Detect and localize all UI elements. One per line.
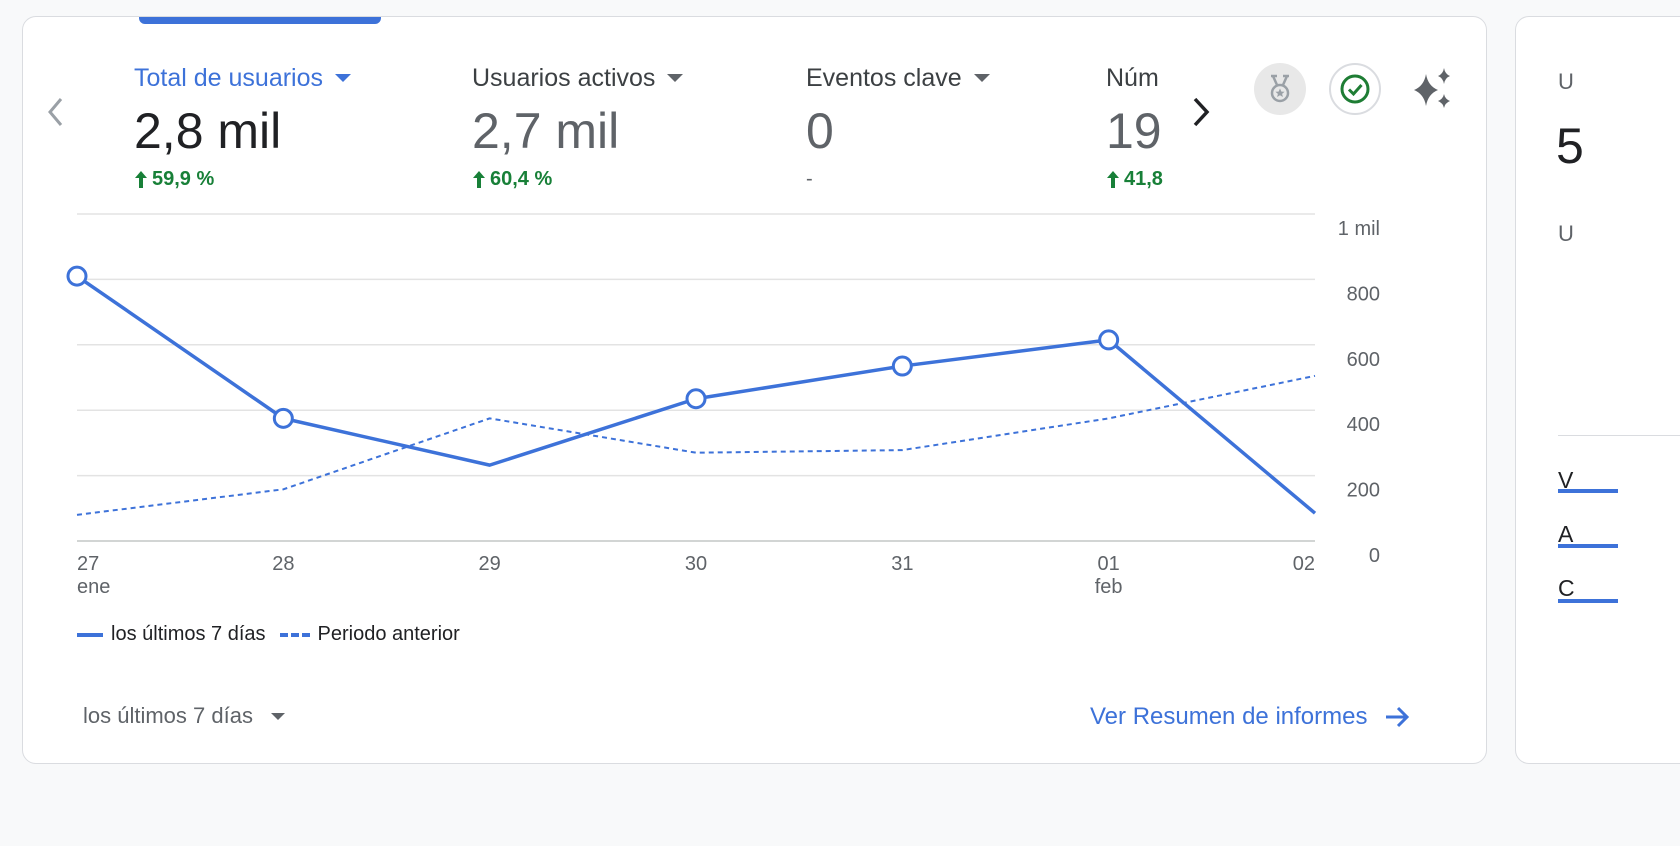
date-range-dropdown[interactable]: los últimos 7 días [83,703,289,729]
metric-title: Eventos clave [806,63,962,92]
insights-button[interactable] [1407,63,1459,115]
side-card-letter: A [1558,521,1574,547]
side-card-letter: U [1558,221,1574,246]
arrow-up-icon [473,171,485,188]
arrow-up-icon [135,171,147,188]
metric-delta: 60,4 % [490,167,553,190]
medal-button[interactable] [1254,63,1306,115]
legend-item-current[interactable]: los últimos 7 días [77,623,266,646]
data-point-marker [272,407,294,429]
metric-delta: 41,8 [1124,167,1163,190]
y-tick-label: 800 [1347,283,1380,305]
previous-metrics-button[interactable] [45,95,67,129]
side-card-letter: 5 [1556,118,1584,174]
side-card-letter: C [1558,575,1575,601]
active-tab-indicator [139,17,381,24]
metric-tab-total-users[interactable]: Total de usuarios 2,8 mil 59,9 % [134,57,353,192]
metric-title: Usuarios activos [472,63,656,92]
previous-period-line [76,374,1316,516]
view-reports-link[interactable]: Ver Resumen de informes [1090,703,1411,731]
side-card-bar [1558,489,1618,493]
y-tick-label: 600 [1347,349,1380,371]
legend-item-previous[interactable]: Periodo anterior [279,623,460,646]
y-tick-label: 1 mil [1338,218,1380,240]
metric-tabs: Total de usuarios 2,8 mil 59,9 % Usuario… [123,57,1165,207]
y-tick-label: 400 [1347,414,1380,436]
legend-solid-line [77,632,103,637]
status-check-button[interactable] [1329,63,1381,115]
metric-delta: - [806,167,813,190]
side-card: U 5 U V A C [1515,16,1680,764]
legend-dashed-line [279,632,310,637]
x-tick-sublabel: feb [1095,576,1123,598]
x-tick-label: 28 [272,553,294,575]
metric-tab-active-users[interactable]: Usuarios activos 2,7 mil 60,4 % [472,57,685,192]
side-card-letter: V [1558,467,1574,493]
caret-down-icon [270,713,285,720]
data-point-marker [891,355,913,377]
data-point-marker [1098,329,1120,351]
metric-title: Total de usuarios [134,63,324,92]
x-tick-label: 02 [1293,553,1315,575]
x-tick-label: 29 [479,553,501,575]
caret-down-icon [667,74,684,82]
caret-down-icon [973,74,990,82]
data-point-marker [66,265,88,287]
side-card-letter: U [1558,69,1574,94]
check-circle-icon [1340,74,1370,104]
chevron-right-icon [1193,97,1210,127]
chart-legend: los últimos 7 días Periodo anterior [77,623,460,646]
x-tick-sublabel: ene [77,576,110,598]
date-range-label: los últimos 7 días [83,703,253,728]
medal-icon [1270,74,1290,103]
y-tick-label: 0 [1369,545,1380,567]
metric-title: Núm [1106,63,1159,92]
metric-value: 19 [1106,103,1162,159]
x-tick-label: 01 [1098,553,1120,575]
metric-value: 2,7 mil [472,103,620,159]
metric-value: 2,8 mil [134,103,282,159]
next-metrics-button[interactable] [1187,95,1215,129]
side-card-bar [1558,599,1618,603]
metric-tab-key-events[interactable]: Eventos clave 0 - [806,57,992,192]
chevron-left-icon [48,98,63,126]
sparkle-icon [1414,68,1450,108]
arrow-right-icon [1386,706,1410,728]
data-point-marker [685,388,707,410]
x-tick-label: 27 [77,553,99,575]
side-card-divider [1558,435,1680,436]
arrow-up-icon [1107,171,1119,188]
caret-down-icon [335,74,352,82]
y-tick-label: 200 [1347,480,1380,502]
x-tick-label: 31 [891,553,913,575]
metric-tab-number[interactable]: Núm 19 41,8 [1106,57,1163,192]
x-tick-label: 30 [685,553,707,575]
metric-value: 0 [806,103,834,159]
side-card-bar [1558,544,1618,548]
legend-label: Periodo anterior [317,623,460,645]
view-reports-label: Ver Resumen de informes [1090,703,1368,730]
legend-label: los últimos 7 días [111,623,266,645]
metric-delta: 59,9 % [152,167,215,190]
users-overview-card: Total de usuarios 2,8 mil 59,9 % Usuario… [22,16,1487,764]
